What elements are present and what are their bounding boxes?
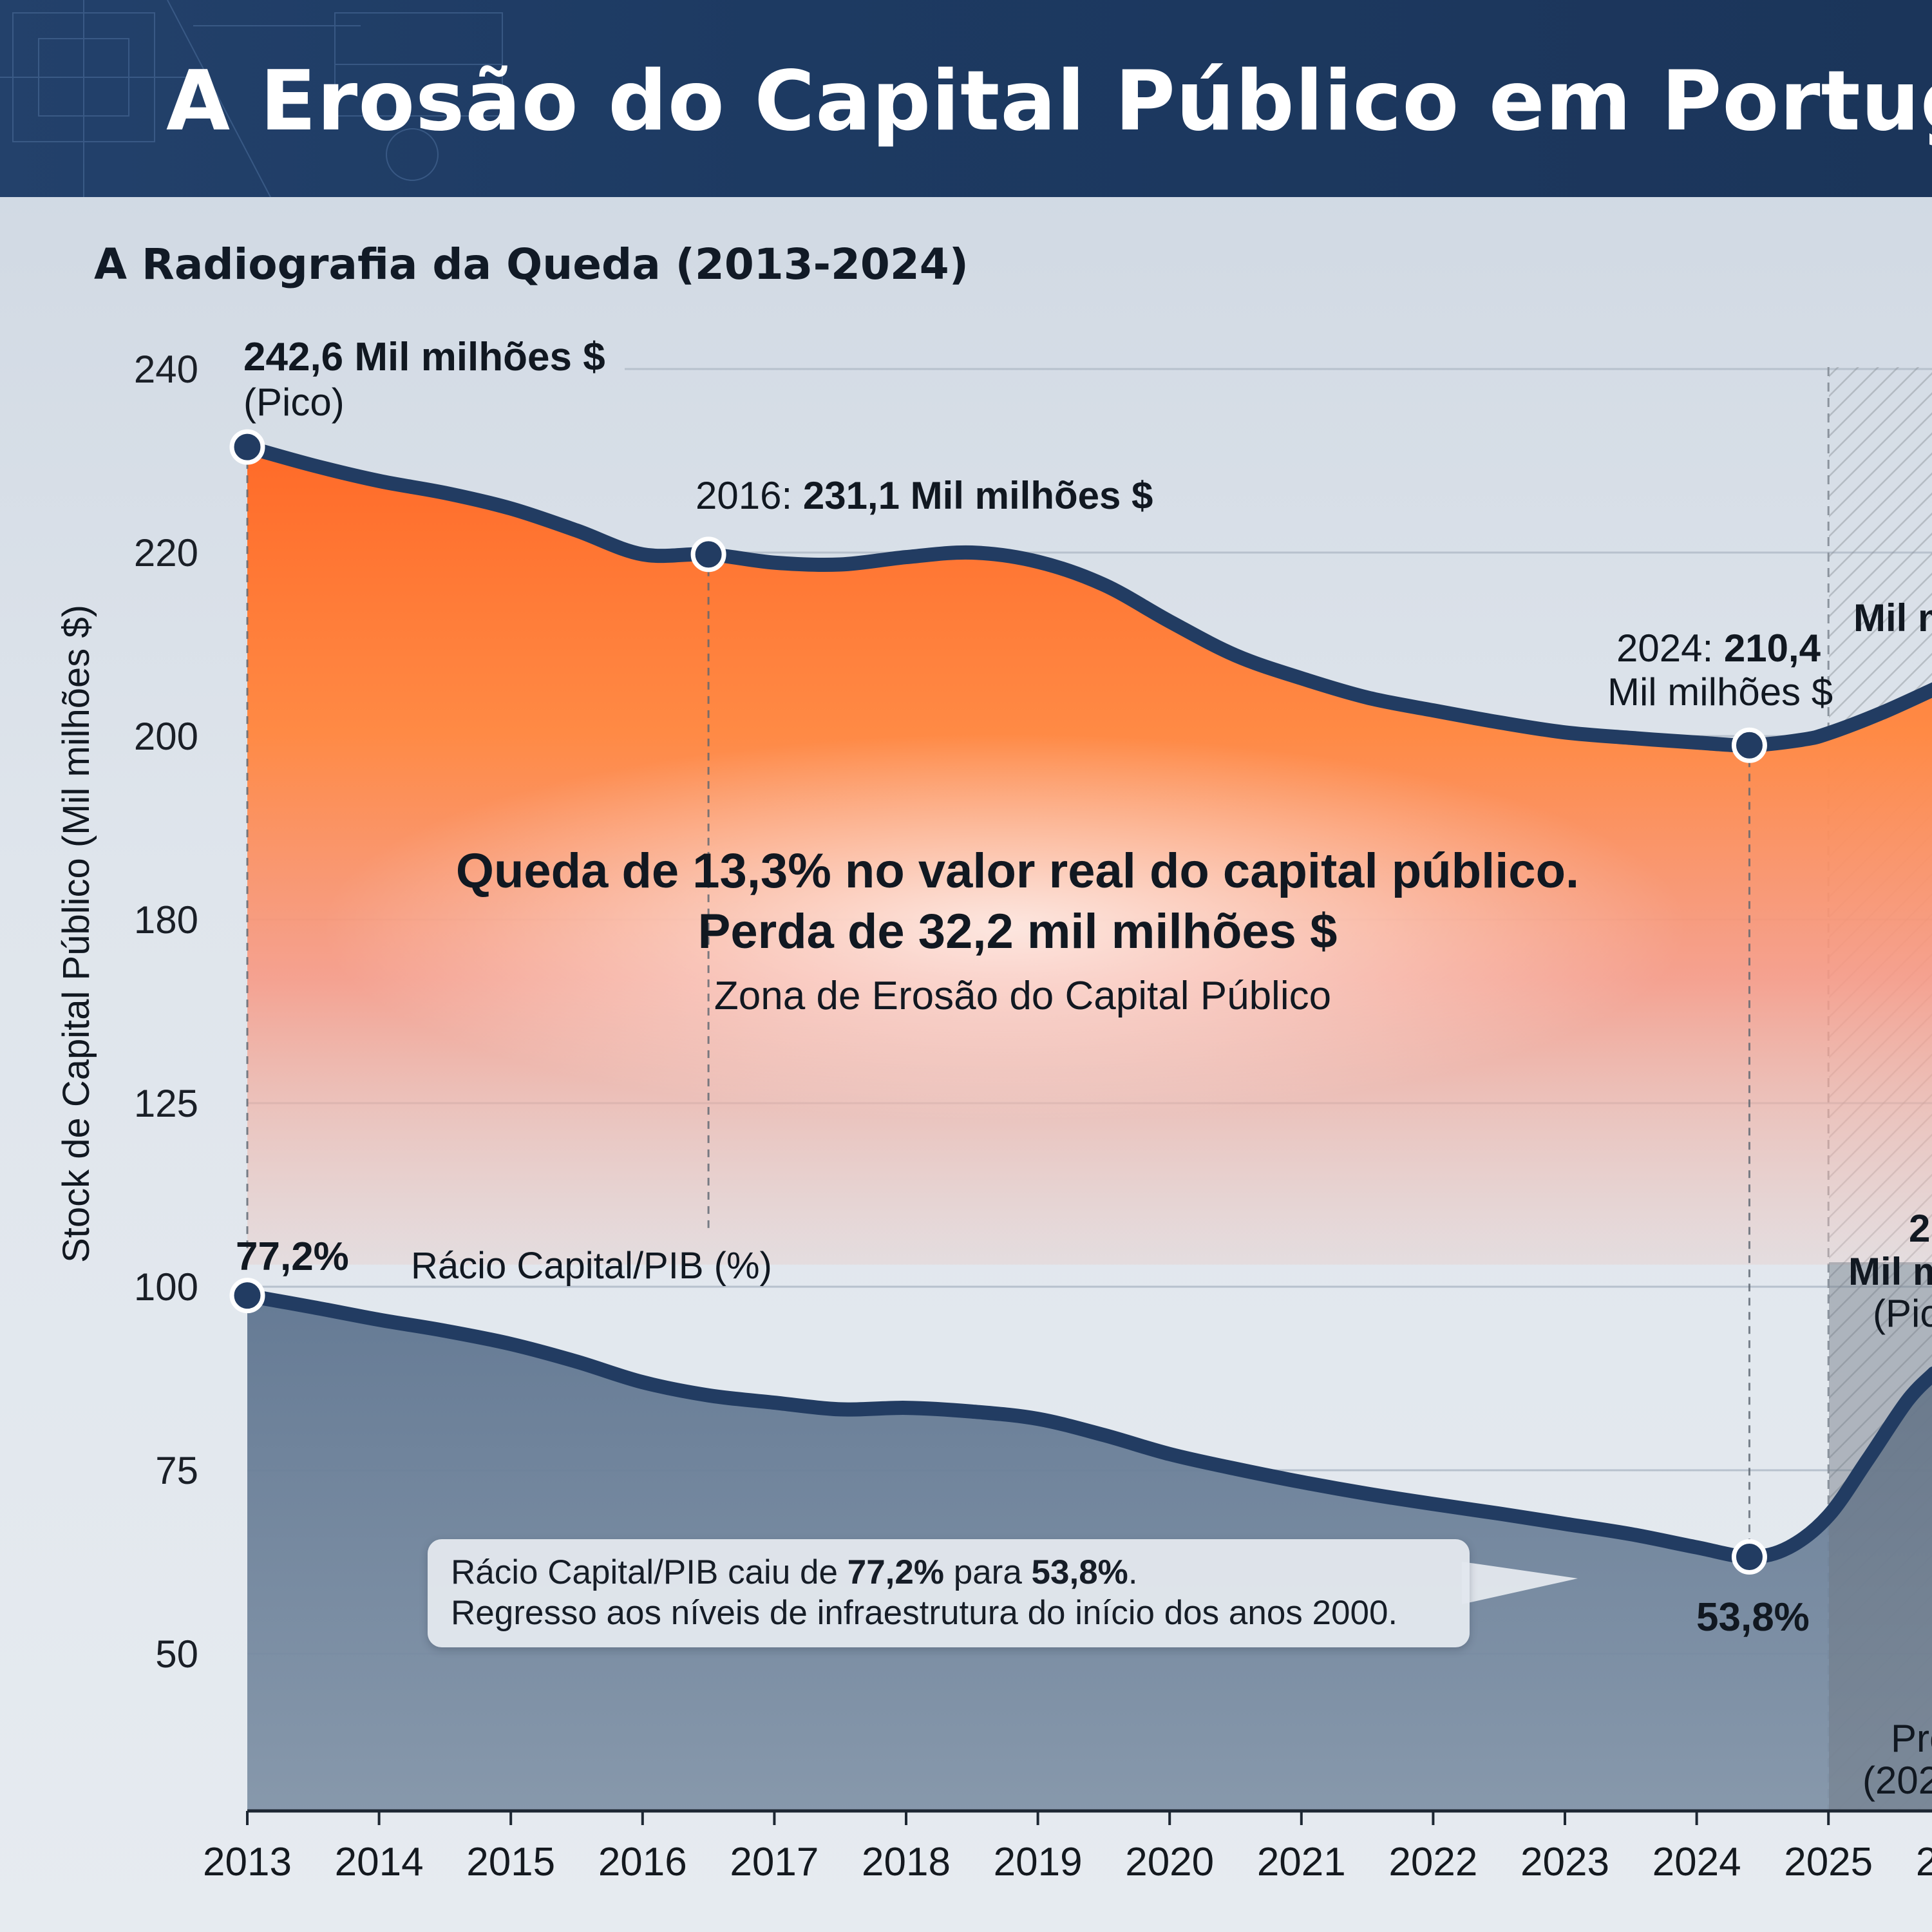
right-cut-unit: Mil m bbox=[1848, 1250, 1932, 1293]
year-2016-prefix: 2016: bbox=[696, 474, 803, 517]
ratio-start-label: 77,2% bbox=[236, 1235, 349, 1279]
x-tick-label: 2024 bbox=[1653, 1840, 1741, 1884]
peak-note-label: (Pico) bbox=[243, 381, 345, 424]
forecast-shade bbox=[1829, 1262, 1932, 1810]
year-2024-prefix: 2024: bbox=[1616, 627, 1724, 670]
data-point-marker bbox=[1731, 1539, 1767, 1575]
right-cut-upper-label: Mil m bbox=[1853, 596, 1932, 639]
y-tick-label: 75 bbox=[155, 1449, 198, 1492]
x-tick-label: 2013 bbox=[203, 1840, 292, 1884]
x-tick-label: 2016 bbox=[598, 1840, 687, 1884]
callout-line-2: Regresso aos níveis de infraestrutura do… bbox=[451, 1594, 1398, 1632]
year-2016-value: 231,1 Mil milhões $ bbox=[803, 474, 1153, 517]
data-point-marker bbox=[229, 1278, 265, 1314]
callout-value-end: 53,8% bbox=[1031, 1553, 1128, 1591]
y-tick-label: 240 bbox=[134, 348, 198, 391]
y-tick-label: 50 bbox=[155, 1633, 198, 1676]
chart-subtitle: A Radiografia da Queda (2013-2024) bbox=[94, 240, 969, 289]
chart-title: A Erosão do Capital Público em Portugal: bbox=[166, 53, 1932, 149]
x-tick-label: 2026 bbox=[1916, 1840, 1932, 1884]
right-cut-value: 2 bbox=[1909, 1207, 1930, 1250]
y-tick-label: 100 bbox=[134, 1265, 198, 1309]
x-tick-label: 2022 bbox=[1388, 1840, 1477, 1884]
blueprint-decoration bbox=[0, 0, 503, 197]
erosion-zone-label: Zona de Erosão do Capital Público bbox=[714, 974, 1331, 1018]
year-2024-label: 2024: 210,4 bbox=[1616, 627, 1821, 670]
x-tick-label: 2023 bbox=[1520, 1840, 1609, 1884]
x-tick-label: 2015 bbox=[466, 1840, 555, 1884]
title-banner: A Erosão do Capital Público em Portugal: bbox=[0, 0, 1932, 197]
callout-line-1: Rácio Capital/PIB caiu de 77,2% para 53,… bbox=[451, 1552, 1446, 1593]
callout-text-c: para bbox=[944, 1553, 1032, 1591]
x-tick-label: 2019 bbox=[994, 1840, 1083, 1884]
ratio-callout: Rácio Capital/PIB caiu de 77,2% para 53,… bbox=[428, 1539, 1470, 1647]
right-cut-pico: (Pic bbox=[1873, 1292, 1932, 1335]
forecast-label: Pre bbox=[1891, 1717, 1932, 1760]
y-axis-ticks: 240 220 200 180 125 100 75 50 bbox=[134, 348, 198, 1676]
peak-value-label: 242,6 Mil milhões $ bbox=[243, 335, 605, 379]
data-markers bbox=[229, 429, 1767, 1575]
x-tick-label: 2025 bbox=[1784, 1840, 1873, 1884]
data-point-marker bbox=[690, 536, 726, 573]
data-point-marker bbox=[229, 429, 265, 465]
x-tick-label: 2014 bbox=[335, 1840, 424, 1884]
forecast-year-label: (202 bbox=[1862, 1759, 1932, 1802]
ratio-series-label: Rácio Capital/PIB (%) bbox=[411, 1245, 772, 1287]
callout-pointer bbox=[1462, 1562, 1578, 1604]
x-tick-label: 2020 bbox=[1125, 1840, 1214, 1884]
x-tick-label: 2017 bbox=[730, 1840, 819, 1884]
y-tick-label: 125 bbox=[134, 1082, 198, 1125]
capital-stock-line bbox=[240, 440, 1932, 753]
x-axis-ticks: 2013 2014 2015 2016 2017 2018 2019 2020 2021 2022… bbox=[203, 1811, 1932, 1884]
y-axis-label: Stock de Capital Público (Mil milhões $) bbox=[55, 605, 97, 1263]
dashed-guides bbox=[246, 447, 1750, 1557]
y-tick-label: 180 bbox=[134, 898, 198, 942]
year-2024-value: 210,4 bbox=[1724, 627, 1821, 670]
y-tick-label: 200 bbox=[134, 715, 198, 758]
year-2016-label: 2016: 231,1 Mil milhões $ bbox=[696, 474, 1153, 517]
ratio-end-label: 53,8% bbox=[1696, 1595, 1810, 1640]
data-point-marker bbox=[1731, 727, 1767, 763]
callout-value-start: 77,2% bbox=[847, 1553, 944, 1591]
erosion-loss: Perda de 32,2 mil milhões $ bbox=[698, 904, 1338, 959]
erosion-glow bbox=[322, 734, 1687, 1121]
x-tick-label: 2018 bbox=[862, 1840, 951, 1884]
year-2024-unit: Mil milhões $ bbox=[1607, 670, 1833, 714]
callout-text-e: . bbox=[1128, 1553, 1138, 1591]
x-tick-label: 2021 bbox=[1257, 1840, 1346, 1884]
callout-text-a: Rácio Capital/PIB caiu de bbox=[451, 1553, 848, 1591]
erosion-headline: Queda de 13,3% no valor real do capital … bbox=[456, 844, 1579, 898]
y-tick-label: 220 bbox=[134, 531, 198, 574]
